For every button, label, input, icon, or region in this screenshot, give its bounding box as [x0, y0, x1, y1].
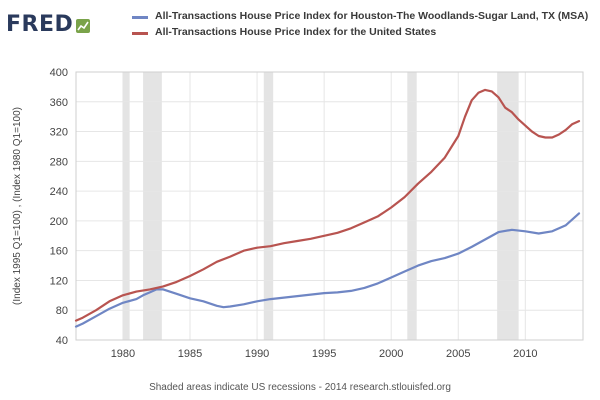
chart-legend: All-Transactions House Price Index for H… [132, 10, 592, 42]
fred-logo-text: FRED [6, 12, 74, 37]
y-tick-label-9: 400 [50, 67, 68, 79]
series-line-us[interactable] [74, 88, 581, 322]
recession-band-2 [263, 72, 274, 340]
legend-item-us[interactable]: All-Transactions House Price Index for t… [132, 26, 592, 39]
fred-logo[interactable]: FRED [6, 8, 91, 37]
recession-band-3 [407, 72, 417, 340]
recession-band-1 [143, 72, 162, 340]
y-tick-label-7: 320 [50, 127, 68, 139]
y-tick-label-6: 280 [50, 156, 68, 168]
x-tick-label-5: 2005 [446, 348, 470, 360]
x-tick-label-0: 1980 [111, 348, 135, 360]
legend-swatch-houston [132, 16, 148, 19]
x-tick-label-3: 1995 [312, 348, 336, 360]
series-line-houston[interactable] [74, 212, 581, 328]
x-tick-label-6: 2010 [513, 348, 537, 360]
y-tick-label-5: 240 [50, 186, 68, 198]
legend-swatch-us [132, 32, 148, 35]
x-axis-ticks: 1980 1985 1990 1995 2000 2005 2010 [111, 348, 538, 360]
y-axis-label: (Index 1995 Q1=100) , (Index 1980 Q1=100… [12, 107, 23, 305]
legend-label-houston: All-Transactions House Price Index for H… [155, 10, 589, 22]
recession-band-0 [122, 72, 130, 340]
y-tick-label-0: 40 [56, 335, 68, 347]
recession-bands [122, 72, 519, 340]
legend-item-houston[interactable]: All-Transactions House Price Index for H… [132, 10, 592, 23]
y-tick-label-1: 80 [56, 305, 68, 317]
chart-footer-note: Shaded areas indicate US recessions - 20… [149, 382, 451, 393]
y-tick-label-2: 120 [50, 275, 68, 287]
series-lines [74, 88, 581, 328]
x-tick-label-2: 1990 [245, 348, 269, 360]
fred-logo-chart-icon [76, 19, 91, 33]
y-tick-label-4: 200 [50, 216, 68, 228]
recession-band-4 [497, 72, 519, 340]
grid-lines [76, 71, 583, 341]
plot-area-frame [75, 71, 584, 341]
y-tick-label-3: 160 [50, 246, 68, 258]
x-tick-label-4: 2000 [379, 348, 403, 360]
y-axis-ticks: 40 80 120 160 200 240 280 320 360 400 [50, 67, 68, 347]
legend-label-us: All-Transactions House Price Index for t… [155, 26, 437, 38]
y-tick-label-8: 360 [50, 97, 68, 109]
x-tick-label-1: 1985 [178, 348, 202, 360]
